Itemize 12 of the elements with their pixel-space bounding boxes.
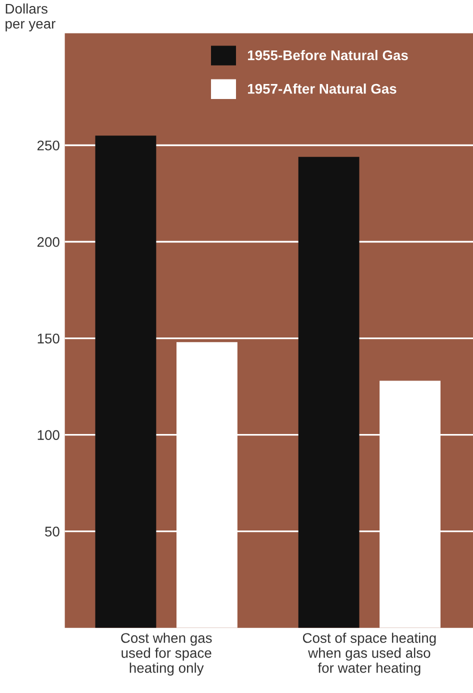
y-tick-label: 200 (37, 237, 60, 247)
legend-label: 1955-Before Natural Gas (248, 50, 408, 60)
y-tick-label: 100 (38, 430, 60, 440)
bar (95, 136, 156, 628)
bar (298, 156, 360, 628)
y-axis-title: Dollars per year (6, 3, 56, 32)
x-tick-label: Cost when gas used for space heating only (121, 632, 212, 676)
y-tick-label: 150 (38, 334, 60, 344)
y-tick-label: 50 (45, 526, 60, 536)
legend-label: 1957-After Natural Gas (248, 84, 396, 94)
x-tick-label: Cost of space heating when gas used also for water heating (302, 632, 436, 676)
y-tick-label: 250 (37, 140, 60, 150)
